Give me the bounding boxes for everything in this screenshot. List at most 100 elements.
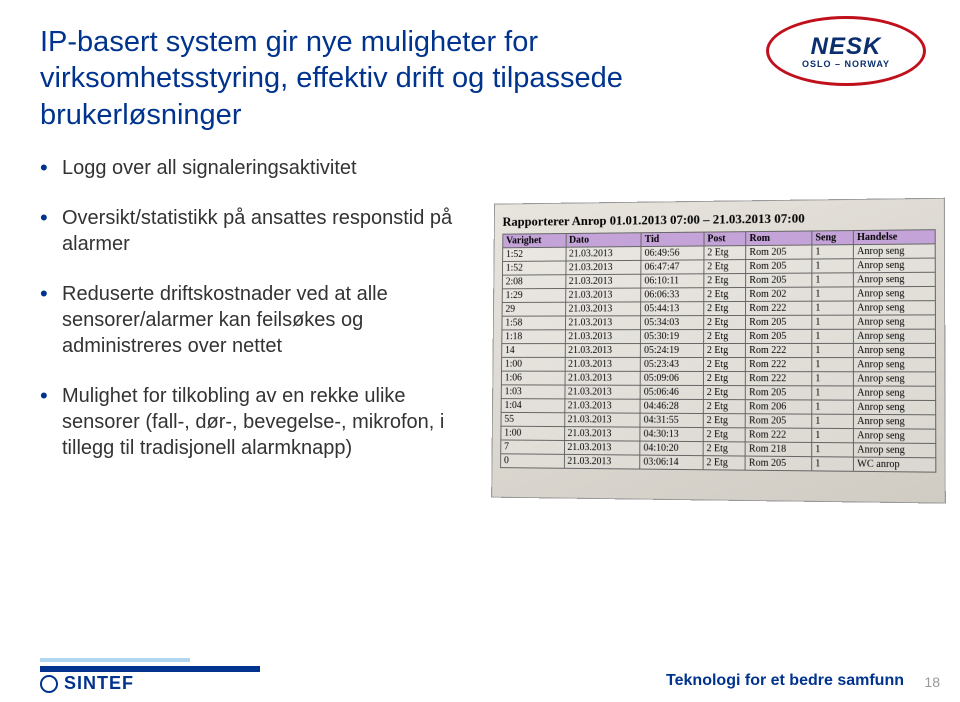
table-cell: 2 Etg [703,456,745,471]
table-cell: Anrop seng [854,429,936,444]
table-cell: Rom 222 [746,301,812,315]
table-cell: 21.03.2013 [564,413,640,427]
table-cell: 1 [812,315,854,329]
table-cell: 05:34:03 [641,316,704,330]
table-row: 021.03.201303:06:142 EtgRom 2051WC anrop [501,454,936,472]
table-cell: 21.03.2013 [565,260,641,274]
table-cell: Anrop seng [854,386,936,401]
table-cell: Rom 205 [746,315,812,329]
table-cell: 1:58 [502,316,565,330]
table-cell: 06:49:56 [641,246,704,260]
table-cell: Anrop seng [854,258,936,273]
table-cell: Anrop seng [854,315,936,329]
table-cell: 1:29 [502,288,565,302]
report-title: Rapporterer Anrop 01.01.2013 07:00 – 21.… [502,209,935,230]
table-cell: 04:31:55 [640,413,703,427]
footer-stripe-light [40,658,190,662]
table-row: 2921.03.201305:44:132 EtgRom 2221Anrop s… [502,301,935,317]
table-cell: 1:00 [502,357,565,371]
nesk-logo: NESK OSLO – NORWAY [766,16,936,94]
nesk-oval: NESK OSLO – NORWAY [766,16,926,86]
table-cell: 21.03.2013 [565,330,641,344]
table-cell: 1 [812,343,854,357]
table-cell: Rom 206 [746,400,812,414]
table-cell: 2 Etg [704,315,746,329]
table-cell: Rom 205 [746,245,812,260]
table-cell: 2 Etg [703,442,745,456]
table-row: 1:0021.03.201305:23:432 EtgRom 2221Anrop… [502,357,936,372]
sintef-text: SINTEF [64,673,134,694]
table-cell: 1 [812,457,854,472]
table-cell: 05:23:43 [641,357,704,371]
table-cell: 2 Etg [704,274,746,288]
slide-footer: SINTEF Teknologi for et bedre samfunn 18 [0,646,960,702]
table-cell: 21.03.2013 [565,357,641,371]
table-cell: Rom 202 [746,287,812,301]
nesk-brand: NESK [811,33,882,61]
table-cell: 1:04 [501,399,564,413]
table-cell: Rom 205 [746,273,812,287]
table-cell: 05:44:13 [641,302,704,316]
table-cell: Rom 205 [745,456,811,471]
table-row: 1421.03.201305:24:192 EtgRom 2221Anrop s… [502,343,936,357]
table-cell: 03:06:14 [640,455,703,470]
table-cell: Rom 218 [745,442,811,457]
table-cell: 21.03.2013 [564,427,640,441]
table-cell: 21.03.2013 [565,371,641,385]
sintef-ring-icon [40,675,58,693]
col-post: Post [704,232,746,246]
col-varighet: Varighet [503,234,566,248]
table-cell: 05:24:19 [641,344,704,358]
table-cell: 1 [812,386,854,400]
report-photo: Rapporterer Anrop 01.01.2013 07:00 – 21.… [491,198,946,504]
table-cell: 04:46:28 [640,399,703,413]
table-cell: 2 Etg [704,246,746,260]
footer-stripe-dark [40,666,260,672]
table-cell: 05:30:19 [641,330,704,344]
table-cell: 2 Etg [703,399,745,413]
col-tid: Tid [641,232,704,246]
table-cell: 2:08 [502,275,565,289]
table-cell: Rom 205 [746,386,812,400]
table-cell: 1 [812,329,854,343]
table-cell: 2 Etg [703,428,745,442]
table-cell: 2 Etg [704,287,746,301]
table-cell: 1 [812,400,854,414]
bullet-item: Mulighet for tilkobling av en rekke ulik… [40,383,470,461]
table-cell: 2 Etg [703,329,745,343]
table-cell: 1:06 [501,371,564,385]
table-cell: 21.03.2013 [565,344,641,358]
sintef-logo: SINTEF [40,673,134,694]
table-cell: 21.03.2013 [565,274,641,288]
table-cell: Rom 222 [746,343,812,357]
bullet-item: Reduserte driftskostnader ved at alle se… [40,281,470,359]
table-cell: 04:30:13 [640,427,703,441]
table-row: 1:0621.03.201305:09:062 EtgRom 2221Anrop… [501,371,935,386]
table-cell: 1:00 [501,426,564,440]
table-cell: 21.03.2013 [564,454,640,469]
table-cell: Anrop seng [854,343,936,357]
table-cell: 14 [502,344,565,358]
table-cell: 2 Etg [703,343,745,357]
table-cell: 1 [812,259,854,273]
table-cell: 21.03.2013 [565,302,641,316]
table-cell: 1 [812,245,854,259]
footer-tagline: Teknologi for et bedre samfunn [666,672,904,690]
slide-title: IP-basert system gir nye muligheter for … [40,24,640,133]
table-cell: WC anrop [854,457,936,472]
table-cell: Anrop seng [854,286,936,301]
page-number: 18 [924,674,940,690]
table-cell: 2 Etg [704,260,746,274]
table-cell: 29 [502,302,565,316]
table-cell: Rom 222 [746,358,812,372]
table-cell: 1 [812,372,854,386]
table-cell: 1:18 [502,330,565,344]
table-cell: 05:06:46 [640,385,703,399]
table-cell: 1 [812,358,854,372]
table-cell: Rom 222 [745,428,811,443]
table-cell: 7 [501,440,564,454]
table-cell: 1 [812,414,854,428]
table-cell: Anrop seng [854,400,936,415]
table-cell: Anrop seng [854,329,936,343]
table-cell: 06:06:33 [641,288,704,302]
